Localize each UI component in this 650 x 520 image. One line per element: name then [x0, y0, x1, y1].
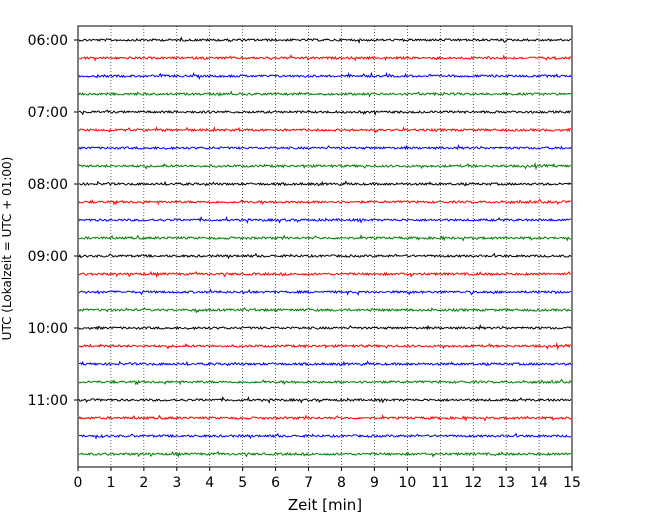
trace-0845 — [78, 233, 572, 242]
y-tick-label: 09:00 — [28, 249, 68, 265]
x-tick-label: 7 — [304, 475, 313, 491]
trace-0915 — [78, 270, 572, 279]
x-tick-label: 14 — [530, 475, 548, 491]
trace-1130 — [78, 432, 572, 440]
trace-0730 — [78, 144, 572, 151]
x-tick-label: 6 — [271, 475, 280, 491]
x-tick-label: 13 — [497, 475, 515, 491]
y-tick-label: 07:00 — [28, 105, 68, 121]
trace-1145 — [78, 450, 572, 459]
x-tick-label: 5 — [238, 475, 247, 491]
trace-1045 — [78, 378, 572, 386]
trace-1115 — [78, 413, 572, 422]
x-tick-label: 8 — [337, 475, 346, 491]
trace-1030 — [78, 360, 572, 367]
trace-0930 — [78, 288, 572, 296]
y-tick-label: 08:00 — [28, 177, 68, 193]
x-tick-label: 11 — [431, 475, 449, 491]
trace-0615 — [78, 54, 572, 62]
x-tick-label: 4 — [205, 475, 214, 491]
trace-0745 — [78, 161, 572, 171]
trace-0715 — [78, 125, 572, 134]
seismic-traces — [78, 36, 572, 459]
trace-1100 — [78, 396, 572, 404]
x-axis-ticks: 0 1 2 3 4 5 6 7 8 9 10 11 12 13 14 15 — [74, 467, 581, 491]
trace-0645 — [78, 90, 572, 98]
trace-0700 — [78, 109, 572, 117]
x-axis-label: Zeit [min] — [288, 496, 362, 514]
y-axis-label: UTC (Lokalzeit = UTC + 01:00) — [0, 157, 14, 341]
y-tick-label: 10:00 — [28, 321, 68, 337]
x-tick-label: 3 — [172, 475, 181, 491]
x-tick-label: 1 — [106, 475, 115, 491]
y-tick-label: 06:00 — [28, 33, 68, 49]
x-tick-label: 2 — [139, 475, 148, 491]
x-tick-label: 12 — [464, 475, 482, 491]
trace-0900 — [78, 252, 572, 260]
x-tick-label: 0 — [74, 475, 83, 491]
trace-0815 — [78, 198, 572, 206]
y-axis-ticks: 06:00 07:00 08:00 09:00 10:00 11:00 — [28, 33, 78, 409]
trace-1000 — [78, 324, 572, 331]
trace-0600 — [78, 36, 572, 45]
x-tick-label: 9 — [370, 475, 379, 491]
trace-0630 — [78, 71, 572, 80]
trace-0945 — [78, 307, 572, 314]
x-tick-label: 15 — [563, 475, 581, 491]
trace-0830 — [78, 215, 572, 224]
y-tick-label: 11:00 — [28, 393, 68, 409]
trace-0800 — [78, 180, 572, 187]
x-tick-label: 10 — [398, 475, 416, 491]
trace-1015 — [78, 341, 572, 351]
plot-frame — [77, 25, 573, 468]
